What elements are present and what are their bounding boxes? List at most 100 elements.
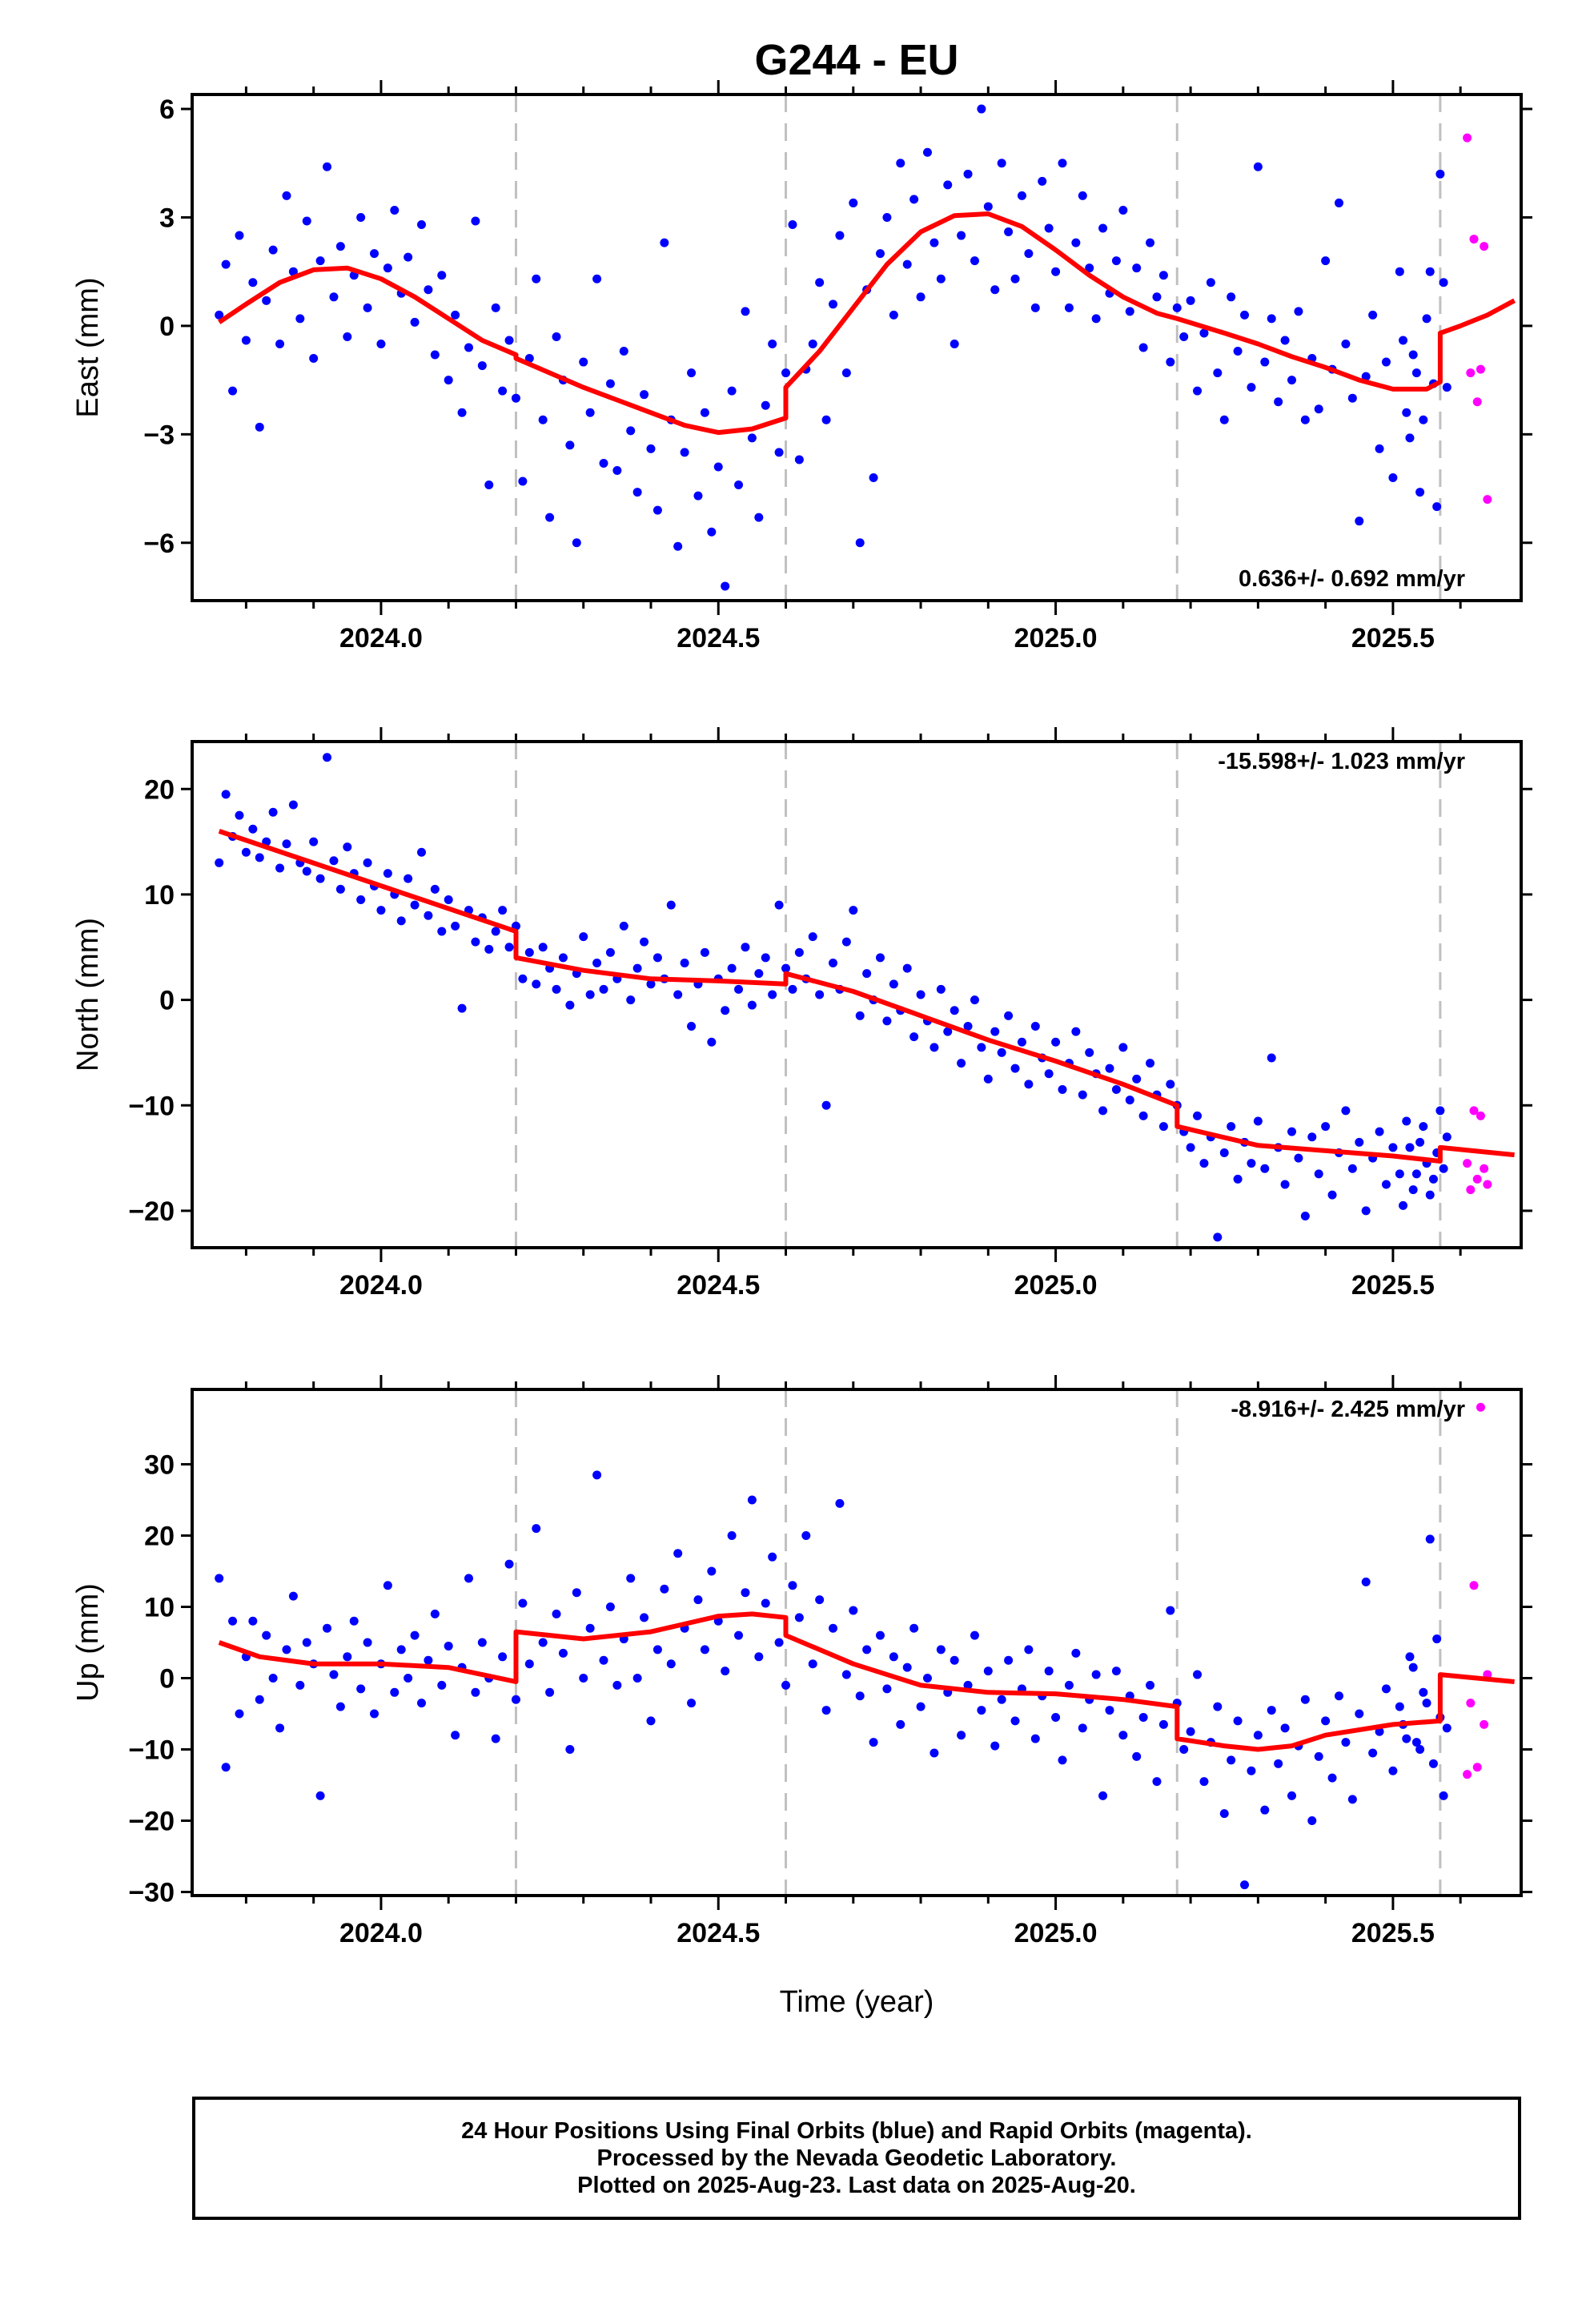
up-y-axis-label: Up (mm) bbox=[71, 1583, 105, 1702]
east-final-point bbox=[1091, 314, 1101, 324]
up-final-point bbox=[869, 1738, 878, 1747]
east-final-point bbox=[1111, 256, 1121, 266]
up-final-point bbox=[821, 1706, 831, 1715]
up-final-point bbox=[1419, 1687, 1428, 1697]
east-final-point bbox=[1432, 502, 1442, 512]
up-final-point bbox=[1146, 1680, 1155, 1690]
up-final-point bbox=[282, 1645, 291, 1655]
east-final-point bbox=[983, 202, 993, 211]
north-final-point bbox=[1253, 1116, 1263, 1126]
up-final-point bbox=[1071, 1648, 1081, 1658]
north-model-line bbox=[218, 829, 1515, 1164]
up-rate-label: -8.916+/- 2.425 mm/yr bbox=[1231, 1397, 1465, 1422]
east-final-point bbox=[1010, 274, 1020, 283]
up-final-point bbox=[356, 1684, 366, 1694]
up-final-point bbox=[1166, 1606, 1175, 1615]
up-final-point bbox=[916, 1702, 926, 1711]
up-final-point bbox=[268, 1674, 278, 1683]
east-final-point bbox=[1152, 292, 1162, 302]
up-final-point bbox=[545, 1687, 555, 1697]
up-final-point bbox=[444, 1641, 453, 1651]
east-final-point bbox=[1146, 238, 1155, 247]
east-final-point bbox=[970, 256, 979, 266]
east-final-point bbox=[282, 191, 291, 200]
north-final-point bbox=[916, 990, 926, 999]
east-final-point bbox=[1314, 404, 1323, 414]
east-final-point bbox=[302, 216, 311, 226]
east-final-point bbox=[713, 462, 723, 472]
up-y-tick-label: 30 bbox=[144, 1449, 175, 1480]
up-final-point bbox=[754, 1652, 764, 1662]
up-final-point bbox=[335, 1702, 345, 1711]
east-final-point bbox=[936, 274, 946, 283]
up-final-point bbox=[1213, 1702, 1223, 1711]
east-final-point bbox=[768, 339, 777, 348]
east-final-point bbox=[1411, 368, 1421, 378]
north-final-point bbox=[335, 884, 345, 894]
east-final-point bbox=[451, 310, 460, 320]
east-final-point bbox=[747, 433, 757, 443]
east-final-point bbox=[909, 195, 919, 204]
east-final-point bbox=[1425, 267, 1435, 276]
north-final-point bbox=[1233, 1174, 1243, 1184]
up-model-line bbox=[218, 1611, 1515, 1752]
up-final-point bbox=[1408, 1663, 1418, 1672]
east-y-tick-label: −6 bbox=[143, 529, 175, 559]
east-final-point bbox=[444, 376, 453, 385]
north-final-point bbox=[768, 990, 777, 999]
up-y-tick-label: 10 bbox=[144, 1592, 175, 1622]
north-final-point bbox=[862, 969, 872, 979]
east-final-point bbox=[545, 513, 555, 522]
east-final-point bbox=[1442, 383, 1452, 392]
up-final-point bbox=[855, 1691, 865, 1701]
up-final-point bbox=[1098, 1791, 1108, 1800]
east-final-point bbox=[1125, 307, 1134, 316]
up-final-point bbox=[504, 1559, 514, 1569]
up-rapid-point bbox=[1472, 1763, 1482, 1772]
up-final-point bbox=[524, 1659, 534, 1669]
east-final-point bbox=[693, 491, 703, 501]
up-final-point bbox=[437, 1680, 447, 1690]
up-y-tick-label: 0 bbox=[159, 1664, 175, 1695]
up-final-point bbox=[1439, 1791, 1448, 1800]
north-final-point bbox=[221, 790, 231, 799]
up-final-point bbox=[424, 1655, 433, 1665]
north-final-point bbox=[1118, 1043, 1128, 1052]
up-final-point bbox=[640, 1613, 649, 1622]
east-final-point bbox=[1017, 191, 1026, 200]
up-final-point bbox=[909, 1623, 919, 1633]
east-final-point bbox=[727, 386, 737, 396]
north-y-tick-label: 0 bbox=[159, 986, 175, 1016]
footer-line-1: 24 Hour Positions Using Final Orbits (bl… bbox=[461, 2118, 1252, 2144]
east-final-point bbox=[1247, 383, 1256, 392]
up-final-point bbox=[1368, 1748, 1378, 1758]
up-final-point bbox=[990, 1741, 1000, 1751]
up-rapid-point bbox=[1469, 1581, 1479, 1590]
east-final-point bbox=[875, 249, 885, 259]
east-final-point bbox=[221, 259, 231, 269]
east-rapid-point bbox=[1476, 364, 1485, 374]
east-final-point bbox=[1118, 205, 1128, 215]
up-final-point bbox=[721, 1667, 730, 1676]
east-plot-frame bbox=[191, 93, 1523, 602]
up-final-point bbox=[896, 1719, 905, 1729]
east-final-point bbox=[626, 426, 636, 436]
north-final-point bbox=[302, 866, 311, 876]
east-final-point bbox=[707, 527, 717, 537]
up-final-point bbox=[1395, 1702, 1404, 1711]
east-final-point bbox=[241, 336, 251, 345]
up-final-point bbox=[889, 1652, 898, 1662]
up-final-point bbox=[1078, 1723, 1087, 1733]
up-final-point bbox=[1355, 1709, 1364, 1719]
up-final-point bbox=[363, 1638, 372, 1647]
east-final-point bbox=[1395, 267, 1404, 276]
east-final-point bbox=[849, 198, 858, 207]
north-final-point bbox=[282, 839, 291, 849]
east-final-point bbox=[1267, 314, 1276, 324]
east-final-point bbox=[356, 212, 366, 222]
north-final-point bbox=[1405, 1143, 1415, 1152]
east-final-point bbox=[619, 347, 628, 356]
east-rapid-point bbox=[1466, 368, 1476, 378]
up-final-point bbox=[491, 1734, 500, 1743]
east-final-point bbox=[275, 339, 285, 348]
